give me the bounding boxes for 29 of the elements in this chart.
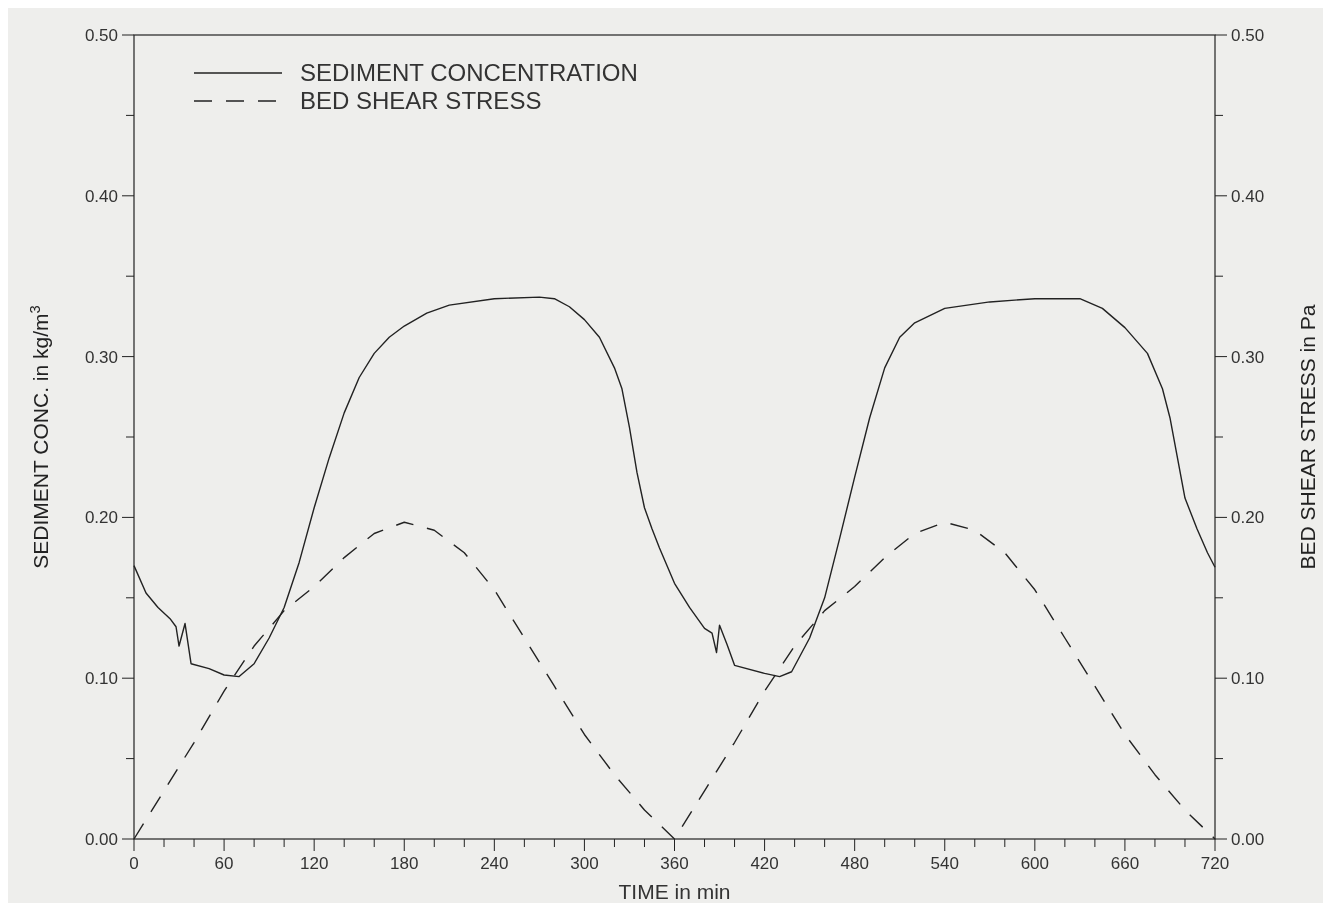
y2-tick-label: 0.50 [1231, 25, 1265, 45]
x-tick-label: 60 [214, 854, 234, 873]
x-tick-label: 300 [570, 854, 599, 873]
x-tick-label: 240 [480, 854, 509, 873]
x-tick-label: 540 [930, 854, 959, 873]
y2-tick-label: 0.30 [1231, 347, 1265, 367]
y2-tick-label: 0.00 [1231, 829, 1265, 849]
x-tick-label: 600 [1020, 854, 1050, 873]
y2-tick-label: 0.20 [1231, 508, 1265, 528]
y-tick-label: 0.20 [84, 508, 118, 528]
y2-tick-label: 0.40 [1231, 186, 1265, 206]
y-tick-label: 0.50 [84, 25, 118, 45]
y-tick-label: 0.10 [84, 669, 118, 689]
y-tick-label: 0.00 [84, 829, 118, 849]
x-tick-label: 660 [1110, 854, 1140, 873]
x-tick-label: 720 [1200, 854, 1230, 873]
legend-label: BED SHEAR STRESS [300, 87, 542, 115]
y2-axis-title: BED SHEAR STRESS in Pa [1296, 304, 1319, 570]
x-tick-label: 480 [840, 854, 869, 873]
legend-label: SEDIMENT CONCENTRATION [300, 59, 638, 87]
x-tick-label: 180 [390, 854, 419, 873]
x-tick-label: 360 [660, 854, 689, 873]
y-tick-label: 0.40 [84, 186, 118, 206]
y2-tick-label: 0.10 [1231, 669, 1265, 689]
x-tick-label: 120 [299, 854, 329, 873]
x-axis-title: TIME in min [618, 880, 731, 903]
x-tick-label: 420 [750, 854, 779, 873]
x-tick-label: 0 [129, 854, 139, 873]
y-tick-label: 0.30 [84, 347, 118, 367]
